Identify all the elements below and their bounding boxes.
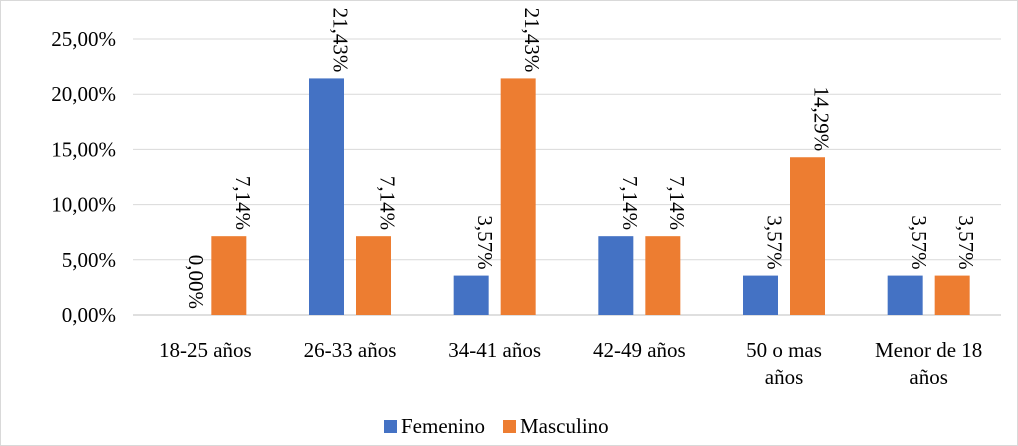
data-label: 7,14% — [665, 176, 689, 230]
category-label: 50 o mas — [746, 338, 822, 362]
data-label: 7,14% — [231, 176, 255, 230]
y-tick-label: 20,00% — [51, 82, 116, 106]
bar-masculino — [645, 236, 681, 315]
y-tick-label: 15,00% — [51, 137, 116, 161]
bar-masculino — [500, 78, 536, 315]
bar-masculino — [211, 236, 247, 315]
data-label: 7,14% — [376, 176, 400, 230]
data-label: 14,29% — [810, 86, 834, 151]
gridlines — [133, 38, 1001, 316]
data-label: 3,57% — [473, 215, 497, 269]
bars — [211, 78, 970, 315]
bar-femenino — [598, 236, 634, 315]
bar-femenino — [453, 275, 489, 315]
y-axis-ticks: 0,00% 5,00% 10,00% 15,00% 20,00% 25,00% — [51, 27, 116, 327]
legend-swatch-masculino — [503, 420, 516, 433]
legend-label-femenino: Femenino — [401, 414, 485, 438]
category-label: años — [909, 365, 948, 389]
category-label: años — [765, 365, 804, 389]
bar-femenino — [743, 275, 778, 315]
y-tick-label: 25,00% — [51, 27, 116, 51]
bar-masculino — [934, 275, 970, 315]
data-label: 3,57% — [763, 215, 787, 269]
data-label: 21,43% — [329, 8, 353, 73]
y-tick-label: 0,00% — [62, 303, 116, 327]
y-tick-label: 5,00% — [62, 248, 116, 272]
data-labels: 0,00% 7,14% 21,43% 7,14% 3,57% 21,43% 7,14% 7,1… — [184, 8, 978, 309]
category-label: 34-41 años — [448, 338, 541, 362]
data-label: 7,14% — [618, 176, 642, 230]
data-label: 0,00% — [184, 255, 208, 309]
legend-swatch-femenino — [384, 420, 397, 433]
bar-masculino — [790, 157, 825, 315]
legend: Femenino Masculino — [384, 414, 609, 438]
legend-label-masculino: Masculino — [520, 414, 609, 438]
bar-masculino — [356, 236, 391, 315]
category-label: Menor de 18 — [875, 338, 982, 362]
category-label: 26-33 años — [304, 338, 397, 362]
bar-femenino — [309, 78, 344, 315]
category-label: 42-49 años — [593, 338, 686, 362]
data-label: 21,43% — [520, 8, 544, 73]
y-tick-label: 10,00% — [51, 193, 116, 217]
x-axis-categories: 18-25 años 26-33 años 34-41 años 42-49 años… — [159, 338, 982, 389]
bar-femenino — [887, 275, 923, 315]
category-label: 18-25 años — [159, 338, 252, 362]
data-label: 3,57% — [907, 215, 931, 269]
data-label: 3,57% — [954, 215, 978, 269]
